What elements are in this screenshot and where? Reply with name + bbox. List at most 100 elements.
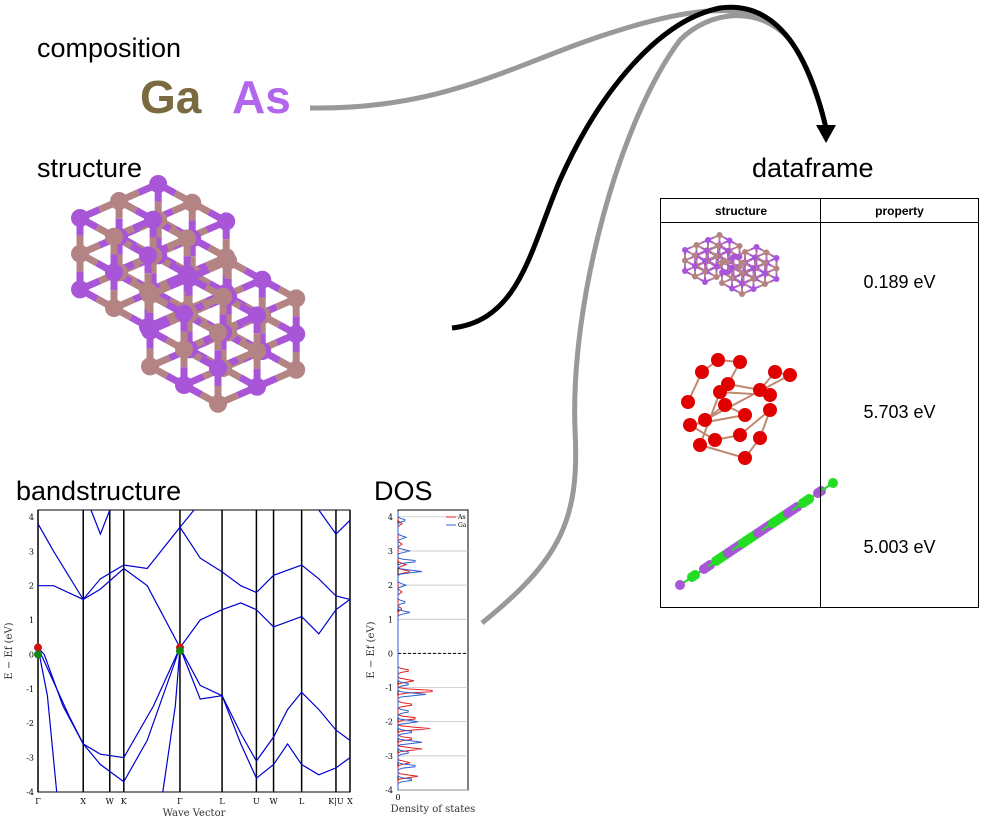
atom	[178, 229, 197, 248]
composition-element-ga: Ga	[140, 71, 202, 123]
atom	[762, 260, 768, 266]
y-tick-label: 3	[29, 547, 34, 556]
atom	[739, 270, 745, 276]
atom	[682, 268, 688, 274]
y-tick-label: 0	[29, 650, 34, 659]
atom	[783, 508, 793, 518]
header-property: property	[821, 199, 978, 223]
kpoint-label: K	[121, 797, 128, 806]
atom	[175, 340, 193, 359]
atom	[733, 428, 747, 442]
dataframe-label: dataframe	[752, 153, 874, 183]
property-cell-1: 0.189 eV	[863, 272, 936, 292]
kpoint-label: K|U	[328, 797, 344, 806]
atom	[287, 360, 306, 379]
atom	[675, 580, 685, 590]
atom	[702, 268, 708, 275]
atom	[219, 252, 238, 270]
atom	[217, 212, 236, 231]
atom	[141, 357, 159, 376]
bandstructure-label: bandstructure	[16, 476, 182, 506]
atom	[692, 273, 698, 280]
atom	[711, 353, 725, 367]
bond	[699, 444, 746, 459]
kpoint-label: W	[269, 797, 278, 806]
structure-label: structure	[37, 153, 143, 183]
legend-label: Ga	[458, 522, 467, 529]
atom	[736, 243, 743, 249]
atom	[739, 291, 745, 297]
y-tick-label: -1	[26, 685, 34, 694]
bandstructure-xlabel: Wave Vector	[163, 808, 226, 819]
atom	[729, 275, 735, 281]
dos-ylabel: E − Ef (eV)	[366, 621, 377, 678]
composition-arrow	[309, 8, 826, 116]
atom	[739, 280, 745, 287]
atom	[681, 395, 695, 409]
y-tick-label: -1	[385, 684, 393, 693]
atom	[763, 249, 770, 256]
atom	[695, 365, 709, 379]
y-tick-label: 1	[388, 615, 393, 624]
band-line	[37, 646, 351, 780]
atom	[719, 280, 725, 286]
atom	[139, 246, 157, 265]
atom	[742, 249, 748, 255]
atom	[175, 376, 193, 395]
atom	[753, 528, 763, 538]
atom	[715, 242, 721, 249]
atom	[723, 548, 733, 558]
dos-arrow	[480, 13, 792, 625]
band-line	[37, 523, 351, 601]
atom	[702, 258, 708, 264]
y-tick-label: 3	[388, 547, 393, 556]
atom	[209, 323, 227, 342]
y-tick-label: 2	[29, 582, 34, 591]
bandstructure-ylabel: E − Ef (eV)	[4, 622, 15, 679]
atom	[141, 286, 159, 304]
atom	[248, 377, 267, 396]
kpoint-label: X	[80, 797, 86, 806]
atom	[287, 289, 306, 308]
atom	[729, 264, 735, 271]
atom	[175, 304, 193, 323]
atom	[730, 254, 737, 260]
kpoint-label: Γ	[177, 797, 183, 806]
atom	[248, 342, 267, 361]
atom	[773, 276, 780, 282]
plot-frame	[37, 509, 351, 793]
atom	[248, 306, 267, 325]
atom	[699, 564, 709, 574]
atom	[209, 394, 227, 413]
y-tick-label: -2	[26, 719, 34, 728]
dos-xlabel: Density of states	[391, 804, 476, 815]
atom	[209, 359, 227, 378]
y-tick-label: 4	[388, 513, 393, 522]
bond	[704, 374, 791, 421]
band-edge-marker	[34, 650, 42, 659]
atom	[719, 269, 725, 276]
atom	[693, 242, 700, 248]
atom	[180, 269, 199, 287]
kpoint-label: L	[299, 797, 305, 806]
atom	[703, 247, 710, 254]
atom	[713, 274, 720, 280]
atom	[750, 265, 757, 271]
atom	[105, 263, 123, 282]
atom	[750, 286, 757, 292]
plot-frame	[397, 509, 469, 791]
band-line	[37, 647, 58, 793]
atom	[738, 408, 752, 422]
y-tick-label: 0	[388, 649, 393, 658]
atom	[711, 556, 721, 566]
dos-label: DOS	[374, 476, 433, 506]
atom	[783, 368, 797, 382]
atom	[762, 270, 768, 277]
property-cell-2: 5.703 eV	[863, 402, 936, 422]
atom	[141, 321, 159, 340]
dos-curve	[397, 511, 427, 790]
atom	[725, 248, 731, 254]
band-line	[162, 647, 181, 793]
atom	[713, 263, 720, 270]
atom	[750, 275, 757, 282]
